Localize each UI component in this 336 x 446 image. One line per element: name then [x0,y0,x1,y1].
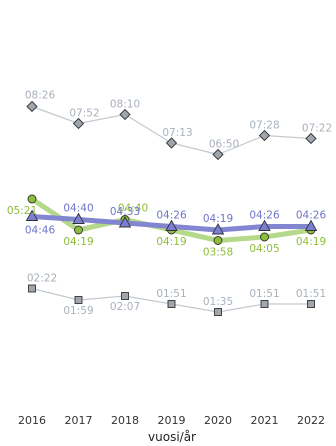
data-point-triangle [304,219,318,231]
data-point-diamond [165,137,178,149]
data-label: 04:46 [25,225,56,237]
data-label: 04:26 [156,210,187,222]
series-square [28,284,315,316]
series-layer: 08:26 07:52 08:10 07:13 06:50 07:28 07:22 02:22… [7,90,332,318]
data-point-triangle [258,219,271,231]
data-label: 04:40 [118,203,148,215]
data-label: 07:13 [162,127,192,139]
data-label: 01:51 [249,288,279,300]
data-label: 02:07 [110,301,140,313]
data-label: 04:26 [296,210,327,222]
data-label: 04:26 [249,210,280,222]
data-point-diamond [212,148,224,161]
x-tick-label: 2019 [158,414,186,427]
series-triangle [25,209,318,235]
data-label: 04:19 [156,236,186,248]
data-point-diamond [305,132,317,145]
data-point-diamond [72,117,85,130]
data-point-square [307,300,315,308]
data-point-triangle [25,209,39,221]
data-point-square [74,296,83,304]
x-tick-label: 2018 [111,414,139,427]
x-axis-ticks: 2016 2017 2018 2019 2020 2021 2022 [18,414,325,427]
data-label: 08:10 [110,99,140,111]
data-point-triangle [72,212,85,224]
data-point-triangle [118,216,132,228]
data-label: 07:28 [249,120,279,132]
data-label: 01:35 [203,296,233,308]
data-label: 04:33 [110,206,140,218]
data-label: 07:52 [69,108,99,120]
data-label: 01:51 [156,288,186,300]
data-point-square [167,300,176,308]
data-label: 04:19 [296,236,326,248]
x-tick-label: 2020 [204,414,232,427]
data-label: 04:19 [63,236,93,248]
data-point-square [214,308,222,316]
data-label: 06:50 [209,139,239,151]
data-point-diamond [258,129,271,142]
data-point-diamond [119,108,131,121]
data-point-circle [27,194,37,204]
data-point-diamond [26,100,38,113]
data-point-triangle [165,219,178,231]
data-point-square [260,300,269,308]
x-tick-label: 2022 [297,414,325,427]
data-label: 07:22 [302,123,332,135]
x-tick-label: 2017 [65,414,93,427]
series-diamond [26,100,317,161]
data-label: 01:51 [296,288,326,300]
x-axis-title: vuosi/år [148,430,196,444]
data-point-circle [213,236,223,245]
data-label: 04:05 [249,243,279,255]
data-point-square [121,292,129,300]
data-point-circle [260,232,269,242]
x-tick-label: 2021 [251,414,279,427]
data-label: 02:22 [27,273,57,285]
x-tick-label: 2016 [18,414,46,427]
data-label: 04:19 [203,213,233,225]
data-label: 04:40 [63,203,93,215]
data-point-triangle [211,223,225,235]
data-label: 05:21 [7,205,37,217]
data-point-circle [74,225,83,235]
data-label: 01:59 [63,305,93,317]
data-label: 03:58 [203,247,233,259]
data-label: 08:26 [25,90,56,102]
data-point-square [28,284,36,293]
